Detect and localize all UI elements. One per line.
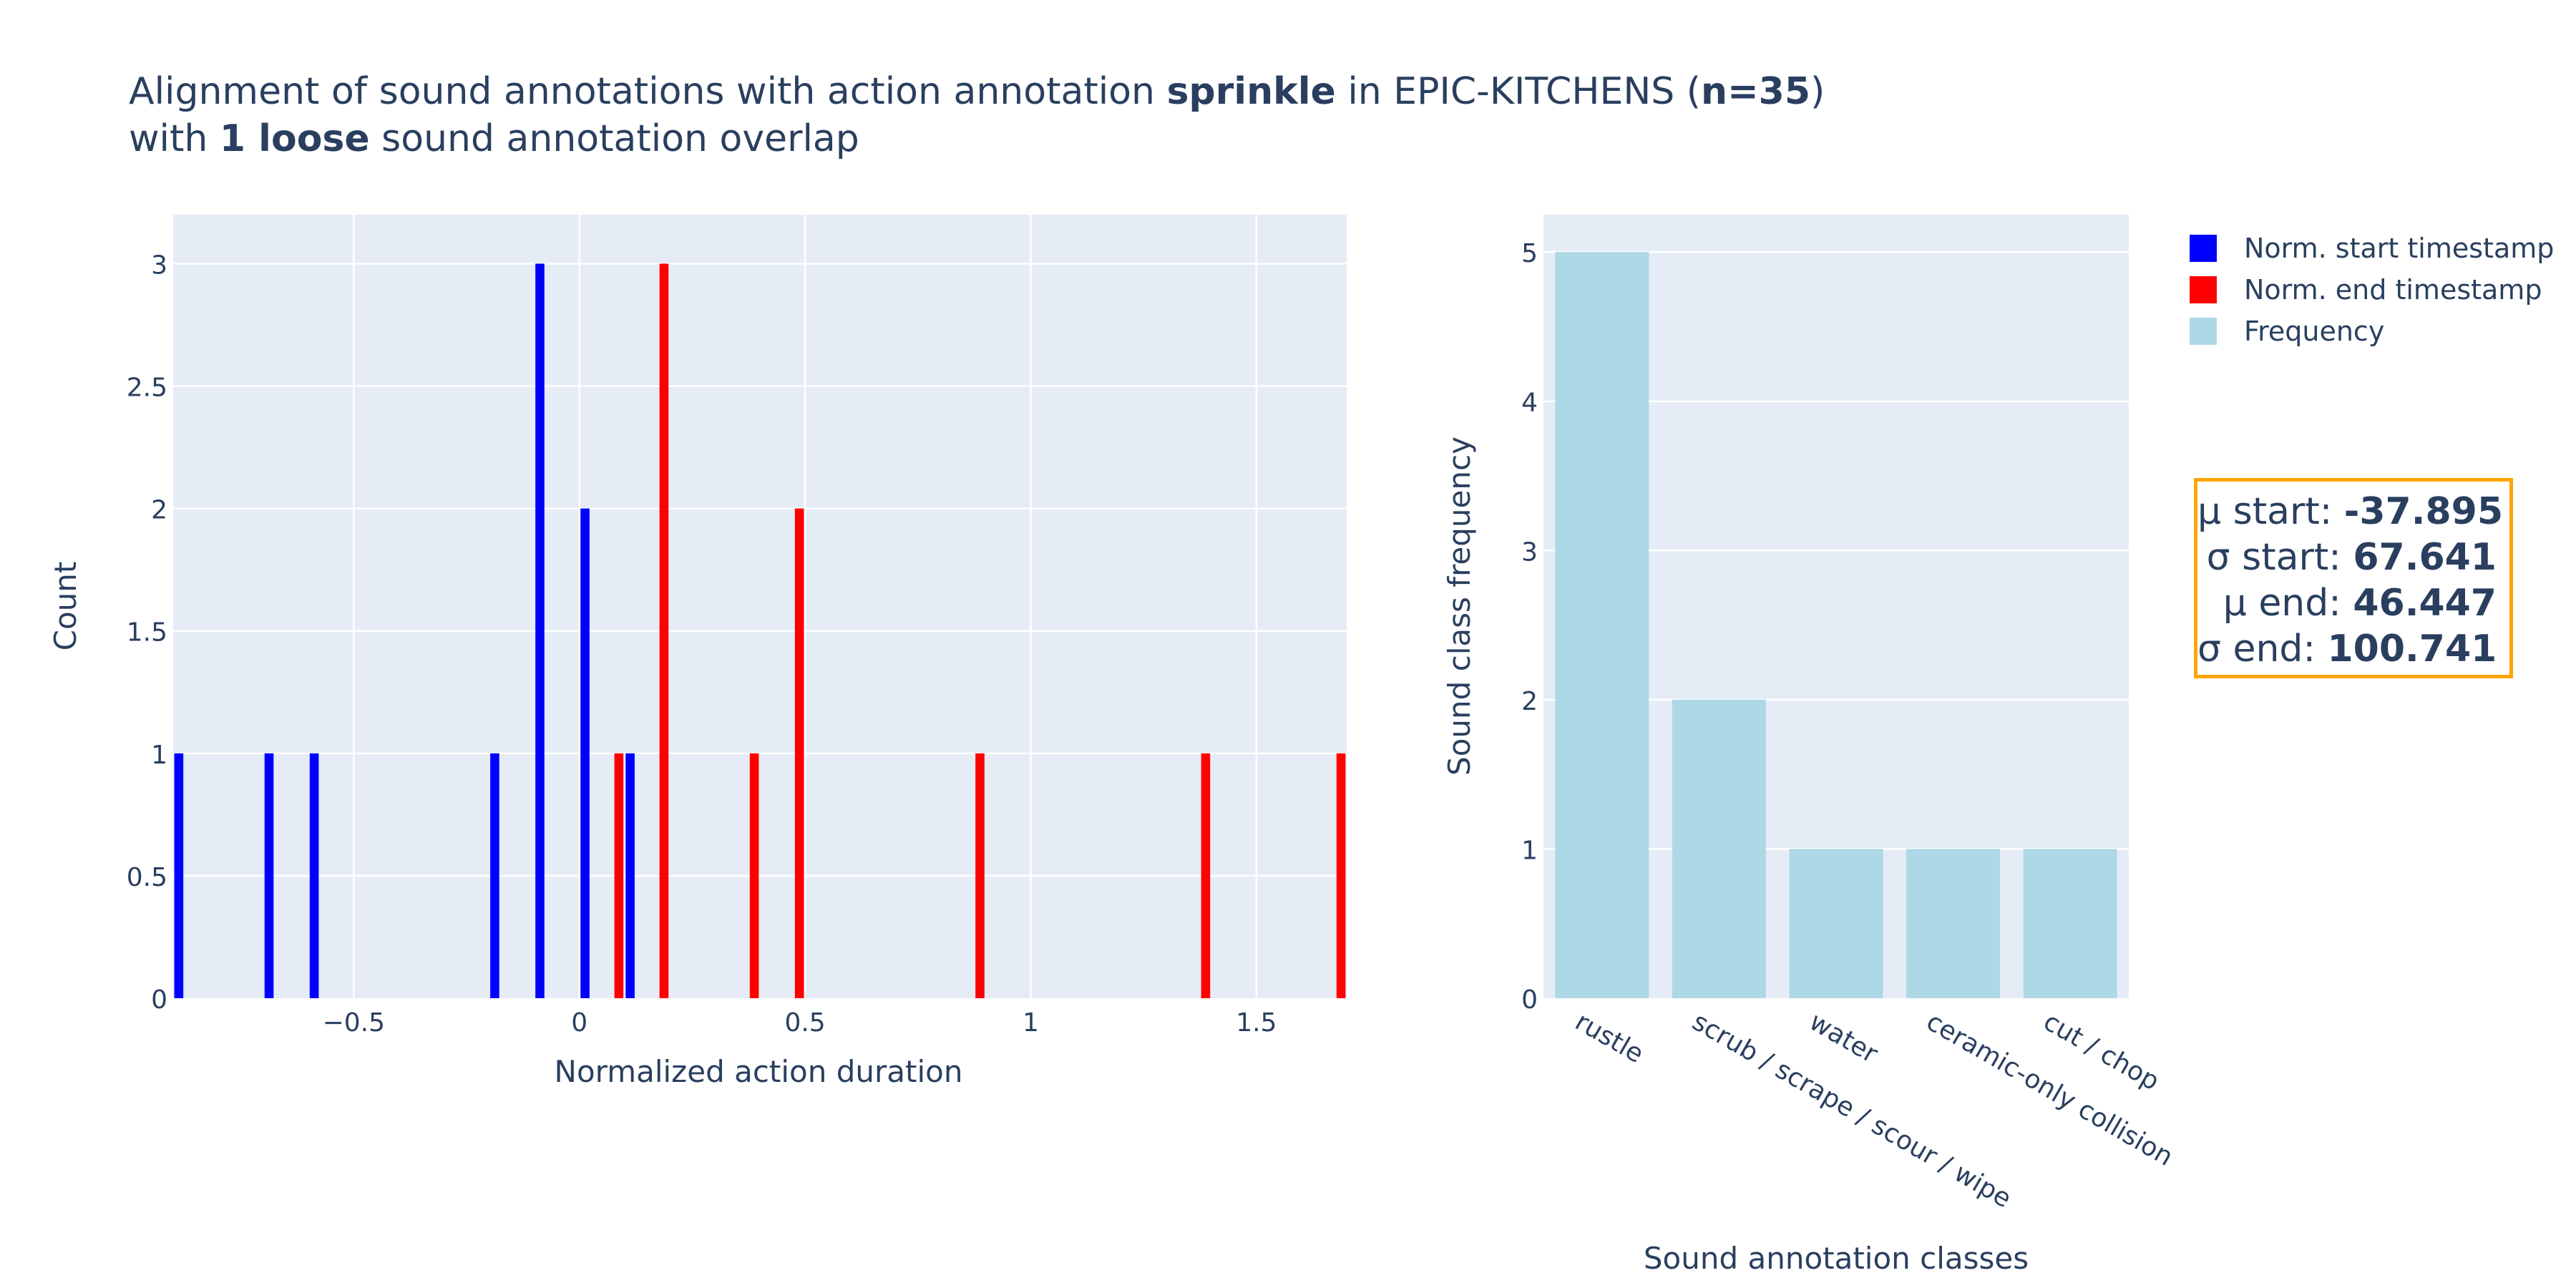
end-timestamp-bar[interactable] xyxy=(749,753,759,998)
frequency-bar[interactable] xyxy=(1789,849,1883,998)
stat-sigma-end: σ end: 100.741 xyxy=(2197,628,2497,670)
histogram-x-axis-label: Normalized action duration xyxy=(555,1054,963,1089)
frequency-y-tick-label: 3 xyxy=(1521,537,1538,567)
histogram-y-tick-label: 3 xyxy=(151,250,167,280)
end-timestamp-bar[interactable] xyxy=(614,753,624,998)
stat-mu-start: μ start: -37.895 xyxy=(2197,490,2504,533)
end-timestamp-bar[interactable] xyxy=(1336,753,1346,998)
frequency-y-axis-label: Sound class frequency xyxy=(1442,436,1477,776)
start-timestamp-bar[interactable] xyxy=(535,263,545,998)
frequency-bar[interactable] xyxy=(1555,252,1649,999)
histogram-x-tick-label: 0.5 xyxy=(784,1008,825,1038)
stats-box: μ start: -37.895 σ start: 67.641 μ end: … xyxy=(2194,478,2513,678)
histogram-y-tick-label: 0.5 xyxy=(127,863,167,892)
frequency-category-label: water xyxy=(1805,1007,1883,1069)
frequency-y-tick-label: 4 xyxy=(1521,389,1538,418)
frequency-y-tick-label: 5 xyxy=(1521,239,1538,268)
histogram-plot-area xyxy=(173,215,1347,998)
start-timestamp-bar[interactable] xyxy=(309,753,319,998)
legend-label-end: Norm. end timestamp xyxy=(2244,274,2542,306)
histogram-y-tick-label: 1.5 xyxy=(127,618,167,648)
legend-label-frequency: Frequency xyxy=(2244,316,2385,347)
frequency-y-tick-label: 2 xyxy=(1521,687,1538,716)
histogram-y-axis-label: Count xyxy=(48,562,83,651)
chart-title-line-1: Alignment of sound annotations with acti… xyxy=(129,70,1825,113)
legend-swatch-start xyxy=(2190,235,2217,262)
frequency-bar[interactable] xyxy=(2023,849,2117,998)
frequency-bar[interactable] xyxy=(1672,699,1766,998)
end-timestamp-bar[interactable] xyxy=(659,263,669,998)
histogram-y-tick-label: 2 xyxy=(151,496,167,525)
end-timestamp-bar[interactable] xyxy=(975,753,985,998)
histogram-x-tick-label: 0 xyxy=(571,1008,587,1038)
histogram-x-tick-label: 1.5 xyxy=(1236,1008,1277,1038)
end-timestamp-bar[interactable] xyxy=(1201,753,1211,998)
frequency-x-axis-label: Sound annotation classes xyxy=(1644,1241,2029,1276)
histogram-y-tick-label: 1 xyxy=(151,741,167,770)
histogram-x-tick-label: 1 xyxy=(1023,1008,1039,1038)
histogram-y-tick-label: 2.5 xyxy=(127,374,167,403)
frequency-y-tick-label: 1 xyxy=(1521,836,1538,865)
legend-item-frequency[interactable]: Frequency xyxy=(2190,311,2554,352)
histogram-chart: 0 0.5 1 1.5 2 2.5 3 −0.5 0 0.5 1 1.5 Normalized ac… xyxy=(48,215,1347,1089)
start-timestamp-bar[interactable] xyxy=(490,753,499,998)
histogram-y-tick-label: 0 xyxy=(151,985,167,1015)
histogram-x-tick-label: −0.5 xyxy=(323,1008,385,1038)
start-timestamp-bar[interactable] xyxy=(264,753,274,998)
chart-title-line-2: with 1 loose sound annotation overlap xyxy=(129,117,859,160)
stat-sigma-start: σ start: 67.641 xyxy=(2206,536,2497,579)
frequency-category-label: rustle xyxy=(1570,1007,1648,1069)
legend-item-start[interactable]: Norm. start timestamp xyxy=(2190,228,2554,269)
legend: Norm. start timestamp Norm. end timestam… xyxy=(2190,228,2554,352)
start-timestamp-bar[interactable] xyxy=(580,508,590,998)
frequency-bar[interactable] xyxy=(1906,849,2001,998)
end-timestamp-bar[interactable] xyxy=(794,508,804,998)
start-timestamp-bar[interactable] xyxy=(174,753,184,998)
legend-swatch-end xyxy=(2190,276,2217,303)
legend-item-end[interactable]: Norm. end timestamp xyxy=(2190,269,2554,311)
frequency-y-tick-label: 0 xyxy=(1521,985,1538,1015)
legend-swatch-frequency xyxy=(2190,318,2217,345)
start-timestamp-bar[interactable] xyxy=(625,753,635,998)
stat-mu-end: μ end: 46.447 xyxy=(2223,582,2497,625)
legend-label-start: Norm. start timestamp xyxy=(2244,233,2555,264)
